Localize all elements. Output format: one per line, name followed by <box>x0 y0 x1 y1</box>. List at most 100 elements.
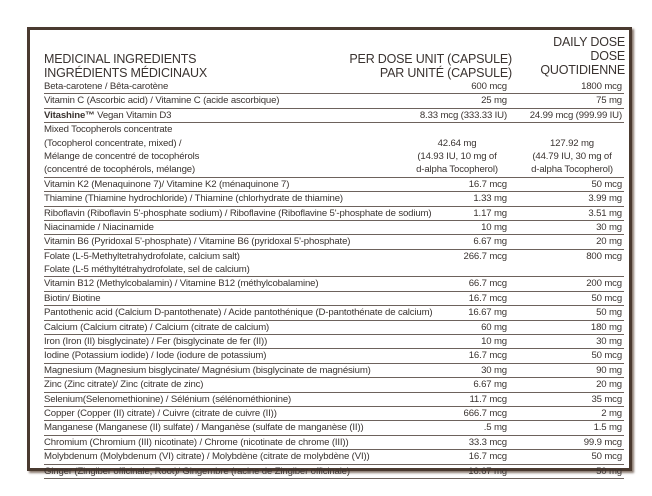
per-dose-value: .5 mg <box>483 422 507 434</box>
ingredient-name: Mélange de concentré de tocophérols <box>44 150 200 162</box>
row-line: (concentré de tocophérols, mélange) d-alp… <box>44 163 624 176</box>
table-row: Manganese (Manganese (II) sulfate) / Man… <box>44 421 624 436</box>
daily-dose-value: 50 mcg <box>591 292 622 304</box>
row-line: Vitamin K2 (Menaquinone 7)/ Vitamine K2 … <box>44 178 624 191</box>
row-line: Riboflavin (Riboflavin 5'-phosphate sodi… <box>44 207 624 220</box>
ingredient-name: Calcium (Calcium citrate) / Calcium (cit… <box>44 321 269 334</box>
table-row: Vitamin K2 (Menaquinone 7)/ Vitamine K2 … <box>44 178 624 193</box>
row-line: Vitamin B12 (Methylcobalamin) / Vitamine… <box>44 277 624 290</box>
daily-dose-value: 3.51 mg <box>588 207 622 219</box>
per-dose-value: 10 mg <box>481 221 507 233</box>
daily-dose-value: 127.92 mg <box>550 137 594 149</box>
table-row: Magnesium (Magnesium bisglycinate/ Magné… <box>44 364 624 379</box>
daily-dose-value: 200 mcg <box>586 278 622 290</box>
ingredient-name: Folate (L-5 méthyltétrahydrofolate, sel … <box>44 264 250 276</box>
ingredient-text: Chromium (Chromium (III) nicotinate) / C… <box>44 436 349 448</box>
row-line: Iron (Iron (II) bisglycinate) / Fer (bis… <box>44 335 624 348</box>
ingredient-name: Folate (L-5-Methyltetrahydrofolate, calc… <box>44 250 240 262</box>
header-per-dose-fr: PAR UNITÉ (CAPSULE) <box>379 66 512 80</box>
table-row: Vitamin C (Ascorbic acid) / Vitamine C (… <box>44 94 624 109</box>
ingredient-name: Iodine (Potassium iodide) / Iode (iodure… <box>44 349 266 362</box>
per-dose-value: 66.7 mcg <box>468 278 507 290</box>
table-row: Niacinamide / Niacinamide 10 mg 30 mg <box>44 221 624 236</box>
daily-dose-value: 90 mg <box>596 364 622 376</box>
ingredient-name: Niacinamide / Niacinamide <box>44 221 154 234</box>
ingredient-name: Vitamin B6 (Pyridoxal 5'-phosphate) / Vi… <box>44 235 350 248</box>
ingredient-text: Copper (Copper (II) citrate) / Cuivre (c… <box>44 407 277 419</box>
daily-dose-value: 30 mg <box>596 336 622 348</box>
ingredient-name: Magnesium (Magnesium bisglycinate/ Magné… <box>44 364 371 377</box>
ingredient-text: Vitamin B6 (Pyridoxal 5'-phosphate) / Vi… <box>44 236 351 248</box>
per-dose-value: 666.7 mcg <box>463 407 508 419</box>
header-ingredients-en: MEDICINAL INGREDIENTS <box>44 52 197 66</box>
per-dose-value: d-alpha Tocopherol) <box>416 164 498 176</box>
row-line: Biotin/ Biotine 16.7 mcg 50 mcg <box>44 292 624 305</box>
per-dose-value: 6.67 mg <box>473 236 507 248</box>
ingredient-text: Ginger (Zingiber officinale, Root)/ Ging… <box>44 465 350 477</box>
row-line: Folate (L-5 méthyltétrahydrofolate, sel … <box>44 263 624 276</box>
per-dose-value: 266.7 mcg <box>463 250 508 262</box>
table-row: Selenium(Selenomethionine) / Sélénium (s… <box>44 393 624 407</box>
row-line: Folate (L-5-Methyltetrahydrofolate, calc… <box>44 250 624 263</box>
daily-dose-value: 1.5 mg <box>593 422 623 434</box>
daily-dose-value: 50 mg <box>596 307 622 319</box>
per-dose-value: (14.93 IU, 10 mg of <box>417 150 497 162</box>
header-ingredients-fr: INGRÉDIENTS MÉDICINAUX <box>44 66 207 80</box>
daily-dose-value: 24.99 mcg (999.99 IU) <box>529 109 622 121</box>
row-line: Copper (Copper (II) citrate) / Cuivre (c… <box>44 407 624 420</box>
per-dose-value: 16.7 mcg <box>468 178 507 190</box>
ingredient-text: Biotin/ Biotine <box>44 292 101 304</box>
ingredient-name: Beta-carotene / Bêta-carotène <box>44 80 168 93</box>
table-row: Iodine (Potassium iodide) / Iode (iodure… <box>44 349 624 364</box>
ingredient-text: Molybdenum (Molybdenum (VI) citrate) / M… <box>44 451 370 463</box>
table-row: Zinc (Zinc citrate)/ Zinc (citrate de zi… <box>44 378 624 393</box>
table-row: Mixed Tocopherols concentrate (Tocopherol… <box>44 123 624 178</box>
per-dose-value: 8.33 mcg (333.33 IU) <box>419 109 507 121</box>
table-row: Copper (Copper (II) citrate) / Cuivre (c… <box>44 407 624 422</box>
table-row: Ginger (Zingiber officinale, Root)/ Ging… <box>44 465 624 479</box>
per-dose-value: 16.7 mcg <box>468 350 507 362</box>
row-line: Niacinamide / Niacinamide 10 mg 30 mg <box>44 221 624 234</box>
ingredient-text: Manganese (Manganese (II) sulfate) / Man… <box>44 422 364 434</box>
table-row: Thiamine (Thiamine hydrochloride) / Thia… <box>44 192 624 207</box>
ingredient-text: Vegan Vitamin D3 <box>94 109 172 121</box>
ingredients-table: Beta-carotene / Bêta-carotène 600 mcg 1800… <box>44 80 624 479</box>
daily-dose-value: (44.79 IU, 30 mg of <box>532 150 612 162</box>
ingredient-text: Selenium(Selenomethionine) / Sélénium (s… <box>44 393 292 405</box>
daily-dose-value: 20 mg <box>596 236 622 248</box>
daily-dose-value: 35 mcg <box>591 393 622 405</box>
per-dose-value: 600 mcg <box>471 81 507 92</box>
table-row: Beta-carotene / Bêta-carotène 600 mcg 1800… <box>44 80 624 95</box>
ingredient-name: Thiamine (Thiamine hydrochloride) / Thia… <box>44 192 343 205</box>
row-line: (Tocopherol concentrate, mixed) / 42.64 m… <box>44 137 624 150</box>
ingredient-text: Thiamine (Thiamine hydrochloride) / Thia… <box>44 193 343 205</box>
daily-dose-value: 75 mg <box>596 95 622 107</box>
row-line: Beta-carotene / Bêta-carotène 600 mcg 1800… <box>44 80 624 93</box>
table-row: Molybdenum (Molybdenum (VI) citrate) / M… <box>44 450 624 465</box>
per-dose-value: 33.3 mcg <box>468 436 507 448</box>
daily-dose-value: 30 mg <box>596 221 622 233</box>
row-line: Calcium (Calcium citrate) / Calcium (cit… <box>44 321 624 334</box>
header-ingredients: MEDICINAL INGREDIENTS INGRÉDIENTS MÉDICI… <box>44 52 207 80</box>
ingredient-name: (concentré de tocophérols, mélange) <box>44 164 196 176</box>
ingredient-text: Vitamin K2 (Menaquinone 7)/ Vitamine K2 … <box>44 178 290 190</box>
table-row: Calcium (Calcium citrate) / Calcium (cit… <box>44 321 624 336</box>
ingredient-name: Chromium (Chromium (III) nicotinate) / C… <box>44 436 349 449</box>
per-dose-value: 60 mg <box>481 321 507 333</box>
per-dose-value: 10 mg <box>481 336 507 348</box>
header-per-dose-en: PER DOSE UNIT (CAPSULE) <box>349 52 512 66</box>
row-line: Mixed Tocopherols concentrate <box>44 123 624 136</box>
table-row: Vitamin B12 (Methylcobalamin) / Vitamine… <box>44 277 624 292</box>
ingredient-name: Zinc (Zinc citrate)/ Zinc (citrate de zi… <box>44 378 203 391</box>
row-line: Pantothenic acid (Calcium D-pantothenate… <box>44 306 624 319</box>
ingredient-text: Magnesium (Magnesium bisglycinate/ Magné… <box>44 364 371 376</box>
table-row: Pantothenic acid (Calcium D-pantothenate… <box>44 306 624 321</box>
table-row: Chromium (Chromium (III) nicotinate) / C… <box>44 436 624 451</box>
daily-dose-value: 50 mcg <box>591 451 622 463</box>
ingredient-name: Copper (Copper (II) citrate) / Cuivre (c… <box>44 407 277 420</box>
ingredient-text: Beta-carotene / Bêta-carotène <box>44 81 169 92</box>
ingredient-name: Vitamin C (Ascorbic acid) / Vitamine C (… <box>44 94 279 107</box>
header-daily-dose: DAILY DOSE DOSE QUOTIDIENNE <box>540 35 625 77</box>
row-line: Vitamin C (Ascorbic acid) / Vitamine C (… <box>44 94 624 107</box>
daily-dose-value: 3.99 mg <box>588 193 622 205</box>
